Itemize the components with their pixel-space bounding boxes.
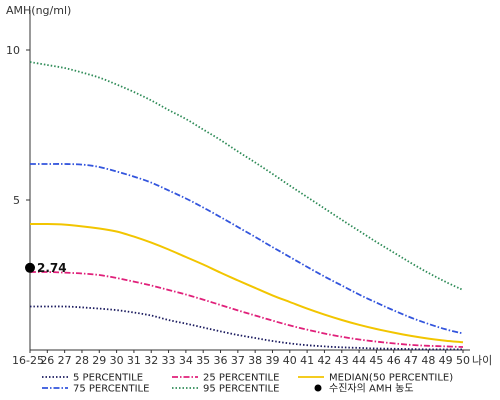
x-tick-label: 32 xyxy=(144,354,158,367)
x-tick-label: 47 xyxy=(404,354,418,367)
x-tick-label: 33 xyxy=(162,354,176,367)
x-tick-label: 46 xyxy=(387,354,401,367)
y-tick-label: 5 xyxy=(13,194,20,207)
legend-label: 5 PERCENTILE xyxy=(73,373,143,384)
x-tick-label: 40 xyxy=(283,354,297,367)
x-tick-label: 48 xyxy=(421,354,435,367)
y-axis-title: AMH(ng/ml) xyxy=(6,4,71,17)
legend-label: 25 PERCENTILE xyxy=(203,373,279,384)
x-axis-title: 나이 xyxy=(472,354,492,367)
x-tick-label: 35 xyxy=(196,354,210,367)
x-tick-label: 26 xyxy=(40,354,54,367)
x-tick-label: 34 xyxy=(179,354,193,367)
x-tick-label: 42 xyxy=(317,354,331,367)
x-tick-label: 31 xyxy=(127,354,141,367)
y-tick-label: 10 xyxy=(6,44,20,57)
series-line-25-percentile xyxy=(29,271,464,348)
legend-label: 수진자의 AMH 농도 xyxy=(329,383,414,395)
x-tick-label: 45 xyxy=(369,354,383,367)
x-tick-label: 44 xyxy=(352,354,366,367)
x-tick-label: 30 xyxy=(110,354,124,367)
x-tick-label: 28 xyxy=(75,354,89,367)
series-lines xyxy=(29,61,464,351)
series-line-75-percentile xyxy=(30,163,464,335)
legend-label: MEDIAN(50 PERCENTILE) xyxy=(329,373,453,384)
x-tick-label: 43 xyxy=(335,354,349,367)
patient-marker: 2.74 xyxy=(25,261,67,275)
x-tick-label: 39 xyxy=(265,354,279,367)
x-tick-label: 29 xyxy=(92,354,106,367)
x-tick-label: 38 xyxy=(248,354,262,367)
x-tick-label: 37 xyxy=(231,354,245,367)
axes xyxy=(29,10,470,351)
x-tick-label: 16-25 xyxy=(12,354,44,367)
x-tick-label: 36 xyxy=(214,354,228,367)
series-line-5-percentile xyxy=(30,305,463,351)
series-line-95-percentile xyxy=(29,61,464,291)
patient-amh-value-label: 2.74 xyxy=(37,261,67,275)
x-tick-label: 41 xyxy=(300,354,314,367)
series-line-median-50-percentile xyxy=(29,222,464,344)
x-tick-label: 27 xyxy=(58,354,72,367)
x-tick-label: 49 xyxy=(439,354,453,367)
legend: 5 PERCENTILE 25 PERCENTILE MEDIAN(50 PERCE… xyxy=(42,373,453,395)
legend-label: 75 PERCENTILE xyxy=(73,384,149,395)
y-tick-labels: 5 10 xyxy=(6,44,30,207)
legend-label: 95 PERCENTILE xyxy=(203,384,279,395)
legend-marker-swatch xyxy=(314,384,322,392)
patient-amh-point xyxy=(25,262,35,273)
x-tick-label: 50 xyxy=(456,354,470,367)
